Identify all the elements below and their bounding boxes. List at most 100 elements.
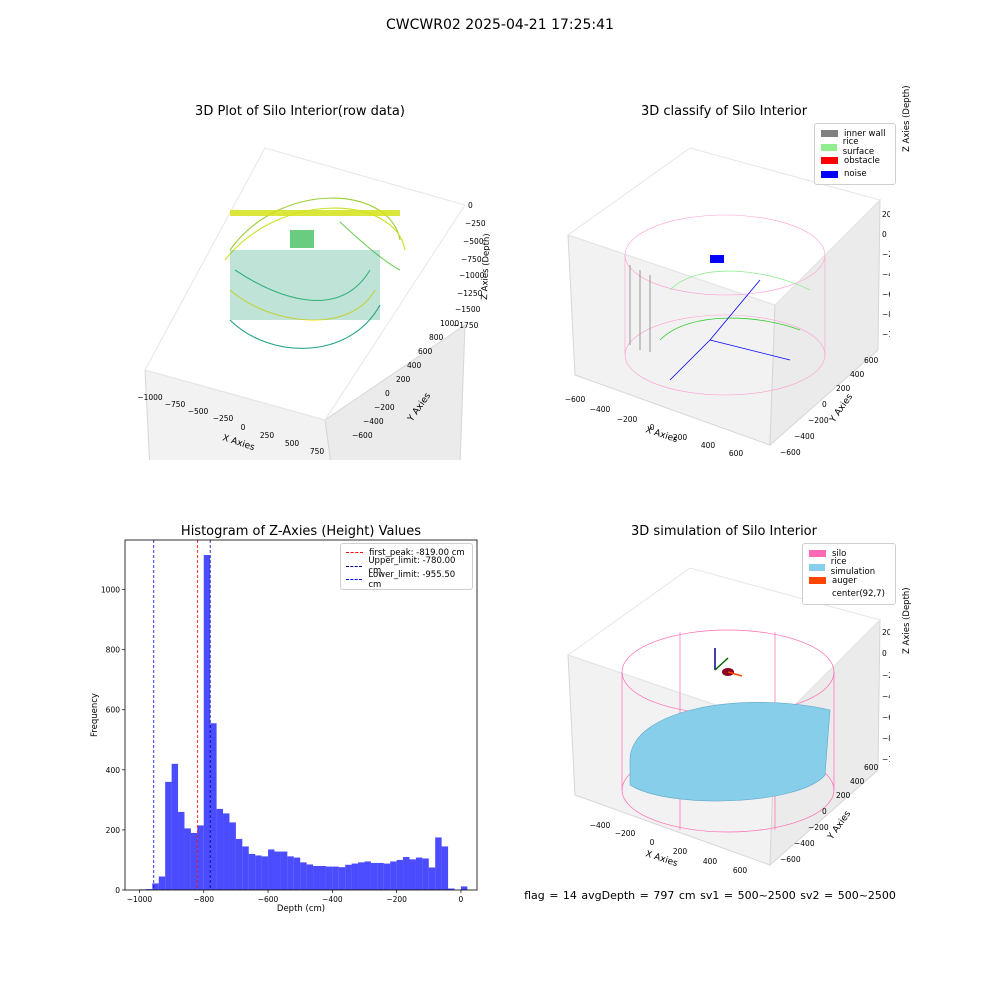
simulation-y-tick: −400 bbox=[794, 839, 815, 848]
raw-y-tick: −600 bbox=[352, 431, 373, 440]
histogram-x-tick-label: −800 bbox=[193, 895, 214, 904]
simulation-y-tick: −600 bbox=[780, 855, 801, 864]
histogram-bar bbox=[293, 857, 301, 890]
histogram-bar bbox=[460, 886, 468, 890]
histogram-bar bbox=[306, 864, 314, 890]
histogram-bar bbox=[428, 867, 436, 890]
legend-item: inner wall bbox=[821, 127, 889, 141]
simulation-plot-title: 3D simulation of Silo Interior bbox=[631, 524, 817, 539]
legend-label: center(92,7) bbox=[832, 589, 885, 600]
legend-label: Upper_limit: -780.00 cm bbox=[368, 556, 456, 577]
histogram-bar bbox=[300, 862, 307, 890]
raw-z-axis-label: Z Axies (Depth) bbox=[480, 233, 490, 300]
legend-label: rice simulation bbox=[830, 557, 876, 578]
histogram-bar bbox=[351, 863, 359, 890]
histogram-x-tick-label: −400 bbox=[322, 895, 343, 904]
histogram-bar bbox=[390, 861, 397, 890]
histogram-bar bbox=[313, 865, 320, 890]
histogram-title: Histogram of Z-Axies (Height) Values bbox=[180, 524, 422, 539]
simulation-z-tick: 200 bbox=[882, 628, 890, 637]
legend-item: Lower_limit: -955.50 cm bbox=[346, 569, 467, 590]
histogram-bar bbox=[383, 863, 391, 890]
legend-item: obstacle bbox=[821, 154, 889, 168]
legend-item: auger bbox=[809, 574, 889, 588]
simulation-3d-plot: −400 −200 0 200 400 600 −600 −400 −200 0… bbox=[566, 567, 890, 875]
histogram-x-tick-label: 0 bbox=[459, 895, 464, 904]
legend-item: Upper_limit: -780.00 cm bbox=[346, 556, 467, 576]
legend-swatch-center bbox=[809, 590, 826, 598]
histogram-x-tick-label: −1000 bbox=[127, 895, 153, 904]
raw-x-tick: 0 bbox=[241, 423, 246, 432]
classify-legend: inner wall rice surface obstacle noise bbox=[814, 123, 896, 185]
raw-z-tick: −1000 bbox=[459, 271, 485, 280]
simulation-3d-tick-labels: −400 −200 0 200 400 600 −600 −400 −200 0… bbox=[590, 628, 890, 875]
legend-label: first_peak: -819.00 cm bbox=[369, 547, 465, 558]
histogram-bar bbox=[216, 808, 224, 890]
raw-z-tick: −500 bbox=[463, 237, 484, 246]
classify-y-tick: 400 bbox=[850, 370, 865, 379]
histogram-y-axis-label: Frequency bbox=[90, 693, 100, 737]
legend-label: auger bbox=[832, 575, 857, 586]
raw-y-tick: −400 bbox=[363, 417, 384, 426]
histogram-bar bbox=[203, 555, 211, 890]
raw-3d-wall bbox=[224, 197, 406, 349]
raw-z-tick: −250 bbox=[465, 219, 486, 228]
raw-x-tick: −1000 bbox=[137, 393, 163, 402]
legend-line-lower-limit bbox=[346, 579, 363, 581]
legend-item: rice simulation bbox=[809, 557, 889, 577]
raw-x-tick: 500 bbox=[285, 439, 300, 448]
classify-plot-title: 3D classify of Silo Interior bbox=[640, 104, 808, 119]
histogram-bar bbox=[210, 723, 217, 890]
legend-item: noise bbox=[821, 168, 889, 182]
legend-label: inner wall bbox=[844, 128, 886, 139]
classify-x-tick: −600 bbox=[565, 395, 586, 404]
raw-3d-tick-labels: −1000 −750 −500 −250 0 250 500 750 −600 … bbox=[137, 201, 486, 456]
simulation-z-tick: −1000 bbox=[882, 755, 890, 764]
legend-label: Lower_limit: -955.50 cm bbox=[368, 569, 456, 590]
histogram-bar bbox=[345, 864, 352, 890]
histogram-bar bbox=[171, 763, 179, 890]
simulation-x-tick: −200 bbox=[615, 829, 636, 838]
simulation-x-tick: 0 bbox=[650, 838, 655, 847]
histogram-bar bbox=[403, 856, 410, 890]
classify-y-tick: 0 bbox=[822, 400, 827, 409]
legend-label: silo bbox=[832, 548, 847, 559]
classify-y-tick: −200 bbox=[808, 416, 829, 425]
simulation-z-tick: 0 bbox=[882, 649, 887, 658]
legend-label: noise bbox=[844, 169, 867, 180]
classify-x-tick: 400 bbox=[701, 441, 716, 450]
histogram-bar bbox=[229, 822, 236, 890]
histogram-bar bbox=[197, 825, 204, 890]
simulation-z-tick: −600 bbox=[882, 713, 890, 722]
raw-x-tick: 750 bbox=[310, 447, 325, 456]
histogram-bar bbox=[184, 828, 191, 890]
histogram-bar bbox=[223, 813, 230, 890]
classify-3d-tick-labels: −600 −400 −200 0 200 400 600 −600 −400 −… bbox=[565, 210, 890, 458]
legend-label: obstacle bbox=[844, 155, 880, 166]
simulation-y-tick: 0 bbox=[822, 807, 827, 816]
simulation-z-tick: −400 bbox=[882, 692, 890, 701]
raw-z-tick: −1500 bbox=[455, 305, 481, 314]
classify-y-tick: 200 bbox=[836, 384, 851, 393]
classify-3d-plot: −600 −400 −200 0 200 400 600 −600 −400 −… bbox=[565, 147, 890, 458]
legend-swatch-rice-simulation bbox=[809, 563, 825, 571]
histogram-bar bbox=[441, 846, 449, 890]
raw-plot-title: 3D Plot of Silo Interior(row data) bbox=[195, 104, 405, 119]
histogram-bar bbox=[377, 862, 384, 890]
histogram-legend: first_peak: -819.00 cm Upper_limit: -780… bbox=[340, 543, 473, 590]
histogram-bar bbox=[415, 857, 423, 890]
histogram-y-tick-label: 800 bbox=[106, 646, 121, 655]
raw-y-tick: 800 bbox=[429, 333, 444, 342]
raw-3d-axes-box bbox=[144, 147, 466, 460]
classify-x-tick: 200 bbox=[673, 433, 688, 442]
histogram-bar bbox=[242, 846, 249, 890]
histogram-bar bbox=[370, 862, 378, 890]
histogram-y-tick-label: 600 bbox=[106, 706, 121, 715]
histogram-bar bbox=[396, 859, 404, 890]
legend-label: rice surface bbox=[842, 137, 875, 158]
histogram-bar bbox=[255, 855, 262, 890]
raw-x-tick: −250 bbox=[213, 414, 234, 423]
raw-z-tick: −1750 bbox=[453, 321, 479, 330]
histogram-bar bbox=[409, 859, 416, 890]
figure-title: CWCWR02 2025-04-21 17:25:41 bbox=[386, 17, 614, 33]
